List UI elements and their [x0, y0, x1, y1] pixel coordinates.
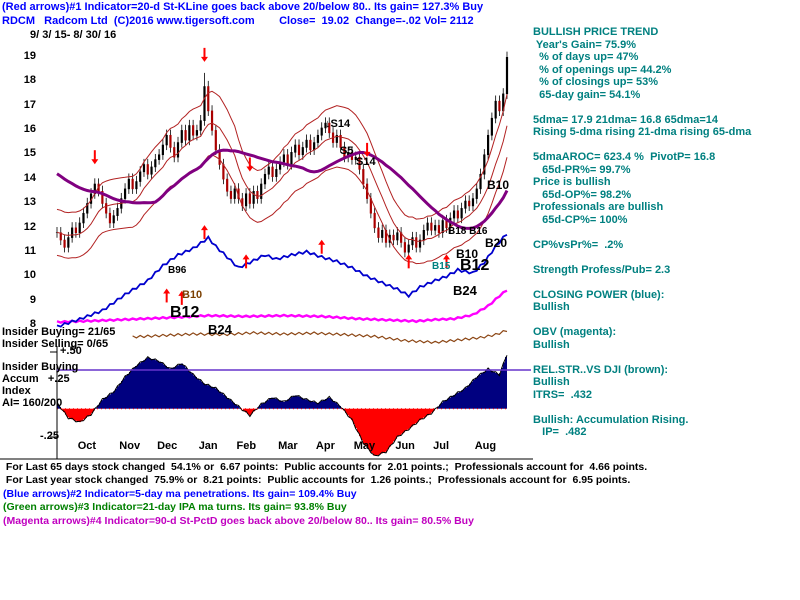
- accum-scale-top: +.50: [60, 345, 82, 357]
- stats-line: % of days up= 47%: [533, 51, 639, 63]
- insider-selling-count: Insider Selling= 0/65: [2, 338, 109, 350]
- stats-line: Bullish: [533, 376, 570, 388]
- stats-line: [533, 139, 799, 152]
- stats-line: [533, 314, 799, 327]
- stats-line: [533, 226, 799, 239]
- stats-line: Strength Profess/Pub= 2.3: [533, 263, 671, 276]
- accum-axis-label-2: Accum +.25: [2, 373, 70, 385]
- stats-line: [533, 101, 799, 114]
- stats-line: Bullish: [533, 338, 570, 351]
- accum-axis-label-4: AI= 160/200: [2, 397, 63, 409]
- stats-line: Rising 5-dma rising 21-dma rising 65-dma: [533, 126, 752, 138]
- stats-line: % of closings up= 53%: [533, 76, 659, 88]
- stats-line: Bullish: Accumulation Rising.: [533, 413, 689, 426]
- accum-axis-label-3: Index: [2, 385, 31, 397]
- stats-line: % of openings up= 44.2%: [533, 63, 672, 76]
- indicator1-header: (Red arrows)#1 Indicator=20-d St-KLine g…: [2, 1, 484, 13]
- insider-buying-count: Insider Buying= 21/65: [2, 326, 116, 338]
- stats-line: 5dma= 17.9 21dma= 16.8 65dma=14: [533, 113, 718, 126]
- stats-line: [533, 276, 799, 289]
- stats-line: Bullish: [533, 301, 570, 313]
- accum-axis-label-1: Insider Buying: [2, 361, 79, 373]
- stats-line: 65-day gain= 54.1%: [533, 88, 641, 101]
- stats-panel: BULLISH PRICE TREND Year's Gain= 75.9% %…: [533, 26, 799, 439]
- stats-line: [533, 351, 799, 364]
- accum-scale-bottom: -.25: [40, 430, 59, 442]
- stats-line: CLOSING POWER (blue):: [533, 288, 665, 301]
- stats-line: 5dmaAROC= 623.4 % PivotP= 16.8: [533, 151, 716, 163]
- stats-line: CP%vsPr%= .2%: [533, 238, 624, 251]
- footer-line: For Last year stock changed 75.9% or 8.2…: [3, 474, 631, 487]
- stats-line: ITRS= .432: [533, 388, 593, 401]
- stats-line: Professionals are bullish: [533, 201, 664, 213]
- footer-notes: For Last 65 days stock changed 54.1% or …: [3, 461, 647, 528]
- footer-line: For Last 65 days stock changed 54.1% or …: [3, 461, 648, 473]
- footer-line: (Green arrows)#3 Indicator=21-day IPA ma…: [3, 501, 347, 514]
- stats-line: 65d-PR%= 99.7%: [533, 163, 631, 176]
- stats-line: REL.STR..VS DJI (brown):: [533, 363, 669, 376]
- stats-line: BULLISH PRICE TREND: [533, 26, 659, 38]
- stats-line: [533, 401, 799, 414]
- footer-line: (Blue arrows)#2 Indicator=5-day ma penet…: [3, 487, 357, 500]
- stats-line: IP= .482: [533, 426, 587, 438]
- stats-line: [533, 251, 799, 264]
- stats-line: Price is bullish: [533, 176, 611, 188]
- footer-line: (Magenta arrows)#4 Indicator=90-d St-Pct…: [3, 514, 474, 527]
- date-range-label: 9/ 3/ 15- 8/ 30/ 16: [30, 29, 117, 41]
- stats-line: Year's Gain= 75.9%: [533, 38, 637, 51]
- stats-line: 65d-CP%= 100%: [533, 213, 628, 226]
- quote-header: RDCM Radcom Ltd (C)2016 www.tigersoft.co…: [2, 15, 474, 27]
- stats-line: 65d-OP%= 98.2%: [533, 188, 632, 201]
- stats-line: OBV (magenta):: [533, 326, 617, 338]
